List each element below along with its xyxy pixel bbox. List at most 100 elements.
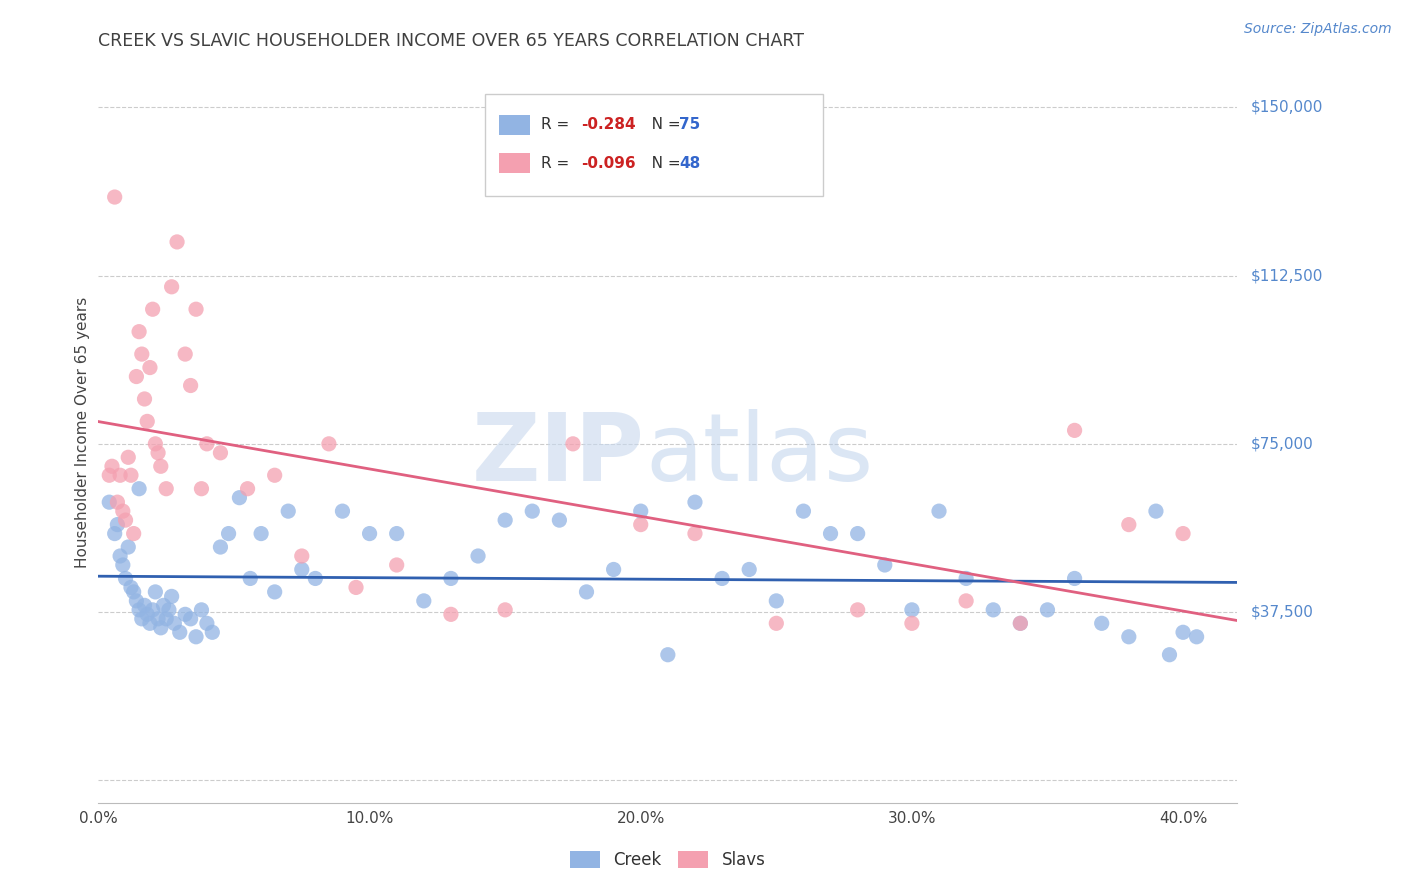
Point <box>683 526 706 541</box>
Point <box>1171 526 1194 541</box>
Point <box>117 450 139 465</box>
Point <box>160 280 183 294</box>
Point <box>122 526 145 541</box>
Point <box>174 347 197 361</box>
Y-axis label: Householder Income Over 65 years: Householder Income Over 65 years <box>75 297 90 568</box>
Point <box>114 513 136 527</box>
Point <box>155 482 177 496</box>
Point <box>440 571 463 585</box>
Point <box>1185 630 1208 644</box>
Point <box>1171 625 1194 640</box>
Point <box>494 513 516 527</box>
Point <box>146 446 169 460</box>
Point <box>160 590 183 604</box>
Point <box>139 616 162 631</box>
Text: ZIP: ZIP <box>472 409 645 500</box>
Point <box>873 558 896 572</box>
Point <box>1091 616 1114 631</box>
Point <box>157 603 180 617</box>
Point <box>359 526 381 541</box>
Point <box>107 495 129 509</box>
Point <box>291 549 314 563</box>
Point <box>163 616 186 631</box>
Point <box>128 482 150 496</box>
Point <box>195 437 218 451</box>
Point <box>467 549 489 563</box>
Point <box>152 599 174 613</box>
Point <box>128 603 150 617</box>
Point <box>955 571 977 585</box>
Point <box>318 437 340 451</box>
Point <box>277 504 299 518</box>
Legend: Creek, Slavs: Creek, Slavs <box>564 845 772 876</box>
Point <box>131 612 153 626</box>
Point <box>928 504 950 518</box>
Point <box>114 571 136 585</box>
Point <box>765 616 787 631</box>
Text: N =: N = <box>637 118 685 132</box>
Point <box>602 562 624 576</box>
Point <box>1063 423 1085 437</box>
Point <box>209 446 232 460</box>
Point <box>846 603 869 617</box>
Point <box>901 616 924 631</box>
Point <box>1118 630 1140 644</box>
Point <box>136 414 159 428</box>
Point <box>139 360 162 375</box>
Point <box>190 603 212 617</box>
Point <box>657 648 679 662</box>
Point <box>180 612 202 626</box>
Point <box>385 558 408 572</box>
Point <box>548 513 571 527</box>
Point <box>291 562 314 576</box>
Point <box>630 517 652 532</box>
Point <box>145 585 167 599</box>
Point <box>190 482 212 496</box>
Point <box>111 558 134 572</box>
Point <box>1159 648 1181 662</box>
Point <box>209 540 232 554</box>
Point <box>494 603 516 617</box>
Point <box>174 607 197 622</box>
Point <box>765 594 787 608</box>
Text: R =: R = <box>541 156 575 170</box>
Point <box>201 625 224 640</box>
Point <box>131 347 153 361</box>
Point <box>125 369 148 384</box>
Text: 48: 48 <box>679 156 700 170</box>
Point <box>250 526 273 541</box>
Text: -0.284: -0.284 <box>581 118 636 132</box>
Point <box>1010 616 1032 631</box>
Point <box>108 468 131 483</box>
Point <box>711 571 734 585</box>
Point <box>575 585 598 599</box>
Point <box>239 571 262 585</box>
Text: CREEK VS SLAVIC HOUSEHOLDER INCOME OVER 65 YEARS CORRELATION CHART: CREEK VS SLAVIC HOUSEHOLDER INCOME OVER … <box>98 32 804 50</box>
Point <box>792 504 814 518</box>
Point <box>332 504 354 518</box>
Point <box>901 603 924 617</box>
Point <box>236 482 259 496</box>
Point <box>104 526 127 541</box>
Point <box>108 549 131 563</box>
Point <box>117 540 139 554</box>
Point <box>184 630 207 644</box>
Point <box>195 616 218 631</box>
Point <box>145 437 167 451</box>
Point <box>846 526 869 541</box>
Text: N =: N = <box>637 156 685 170</box>
Point <box>1063 571 1085 585</box>
Point <box>142 302 165 317</box>
Text: $75,000: $75,000 <box>1251 436 1313 451</box>
Point <box>155 612 177 626</box>
Point <box>263 585 285 599</box>
Point <box>122 585 145 599</box>
Point <box>146 612 169 626</box>
Point <box>522 504 544 518</box>
Point <box>125 594 148 608</box>
Point <box>562 437 585 451</box>
Point <box>136 607 159 622</box>
Point <box>142 603 165 617</box>
Point <box>169 625 191 640</box>
Point <box>1010 616 1032 631</box>
